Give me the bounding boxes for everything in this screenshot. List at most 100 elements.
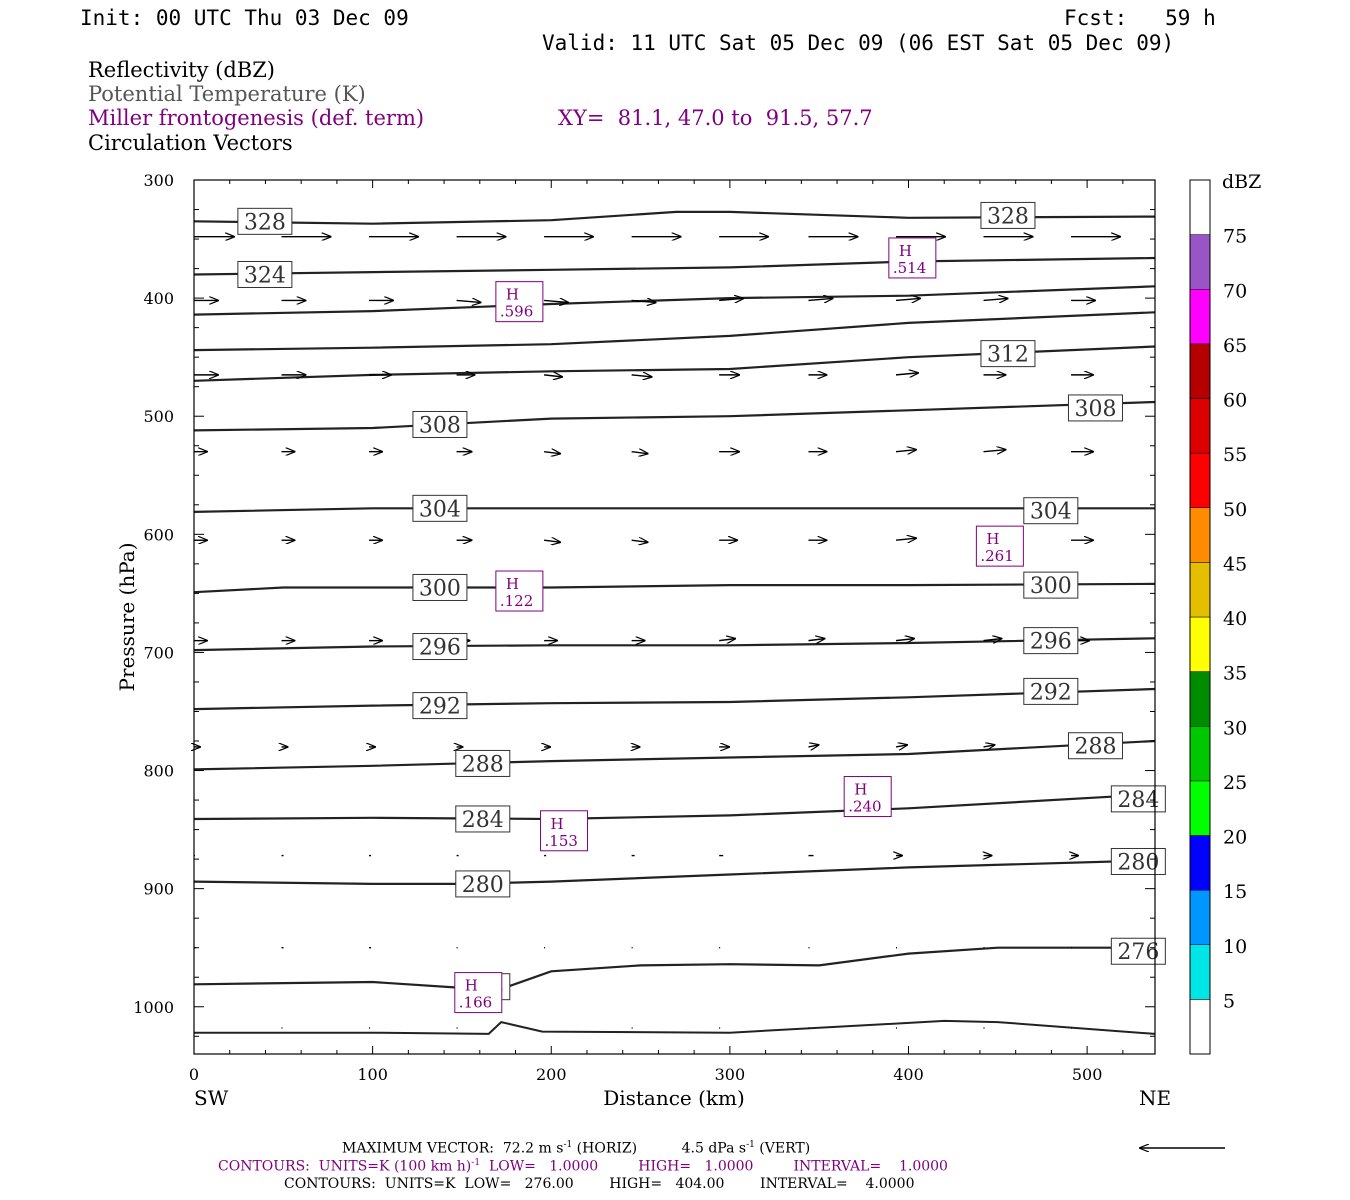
theta-contour-324 xyxy=(193,256,1156,276)
field-frontogenesis: Miller frontogenesis (def. term) xyxy=(88,106,425,130)
contour-label-box xyxy=(455,749,511,777)
contour-label-box xyxy=(455,870,511,898)
theta-contour-312 xyxy=(193,345,1156,382)
frontogenesis-high-box xyxy=(540,810,589,852)
theta-contour-328 xyxy=(193,210,1156,225)
colorbar-bin xyxy=(1189,889,1211,945)
contour-label-box xyxy=(1110,847,1166,875)
colorbar-label: 30 xyxy=(1223,717,1247,739)
contour-label: 304 xyxy=(419,497,461,522)
circulation-vector xyxy=(983,298,1008,300)
frontogenesis-high-value: .596 xyxy=(500,303,533,321)
contour-label-box xyxy=(1023,571,1079,599)
frontogenesis-high-label: H xyxy=(506,575,519,593)
frontogenesis-high-box xyxy=(495,570,544,612)
circulation-vector xyxy=(895,639,914,641)
theta-contour-ground xyxy=(194,1019,1156,1035)
colorbar-bin xyxy=(1189,562,1211,618)
y-tick-label: 600 xyxy=(143,525,174,544)
colorbar-bin xyxy=(1189,999,1211,1055)
y-tick-label: 400 xyxy=(143,289,174,308)
contour-label: 288 xyxy=(1074,735,1116,760)
x-tick-label: 0 xyxy=(189,1065,199,1084)
y-tick-label: 800 xyxy=(143,762,174,781)
contour-label-box xyxy=(412,633,468,661)
y-tick-label: 700 xyxy=(143,643,174,662)
circulation-vector xyxy=(631,300,656,302)
contour-label: 304 xyxy=(1030,500,1072,525)
x-end-label-right: NE xyxy=(1139,1086,1171,1110)
frontogenesis-high-label: H xyxy=(854,781,867,799)
frontogenesis-high-box xyxy=(454,972,503,1014)
circulation-vector xyxy=(544,452,560,454)
colorbar-bin xyxy=(1189,780,1211,836)
circulation-vector xyxy=(808,745,818,747)
contour-label-box xyxy=(1023,677,1079,705)
frontogenesis-high-box xyxy=(888,237,937,279)
contours-frontogenesis-info: CONTOURS: UNITS=K (100 km h)-1 LOW= 1.00… xyxy=(218,1158,948,1175)
colorbar-bin xyxy=(1189,507,1211,563)
contour-label-box xyxy=(1067,732,1123,760)
frontogenesis-high-box xyxy=(495,281,544,323)
circulation-vector xyxy=(808,639,824,641)
frontogenesis-high-label: H xyxy=(506,286,519,304)
colorbar-bin xyxy=(1189,398,1211,454)
circulation-vector xyxy=(895,298,920,300)
colorbar-label: 35 xyxy=(1223,663,1247,685)
field-reflectivity: Reflectivity (dBZ) xyxy=(88,58,276,82)
contour-label: 296 xyxy=(419,636,461,661)
circulation-vector xyxy=(895,745,907,747)
x-tick-label: 400 xyxy=(893,1065,924,1084)
circulation-vector xyxy=(983,450,1006,452)
contour-label-box xyxy=(412,410,468,438)
contour-label: 308 xyxy=(1074,397,1116,422)
colorbar-bin xyxy=(1189,616,1211,672)
theta-contour-284 xyxy=(193,793,1156,821)
frontogenesis-high-label: H xyxy=(899,242,912,260)
colorbar-bin xyxy=(1189,944,1211,1000)
y-tick-label: 900 xyxy=(143,880,174,899)
circulation-vector xyxy=(983,639,1002,641)
theta-contour-280 xyxy=(193,859,1156,886)
frontogenesis-high-box xyxy=(843,776,892,818)
colorbar-bin xyxy=(1189,343,1211,399)
frontogenesis-high-value: .166 xyxy=(459,994,492,1012)
colorbar-label: 15 xyxy=(1223,881,1247,903)
colorbar-bin xyxy=(1189,179,1211,235)
x-tick-label: 100 xyxy=(357,1065,388,1084)
theta-contour-308 xyxy=(193,400,1156,432)
theta-contour-304 xyxy=(193,507,1155,513)
contour-label-box xyxy=(1023,497,1079,525)
x-tick-label: 500 xyxy=(1072,1065,1103,1084)
circulation-vector xyxy=(544,300,568,302)
colorbar-label: 25 xyxy=(1223,772,1247,794)
contour-label-box xyxy=(412,494,468,522)
colorbar-label: 5 xyxy=(1223,990,1235,1012)
contour-label: 308 xyxy=(419,413,461,438)
colorbar-frame xyxy=(1189,179,1211,1055)
contour-label: 280 xyxy=(462,873,504,898)
contour-label: 292 xyxy=(419,695,461,720)
y-tick-label: 1000 xyxy=(133,998,174,1017)
contour-label-box xyxy=(980,340,1036,368)
contour-label-box xyxy=(455,805,511,833)
contour-label: 288 xyxy=(462,752,504,777)
circulation-vector xyxy=(544,375,562,377)
theta-contour-320 xyxy=(193,285,1156,316)
max-vector-info: MAXIMUM VECTOR: 72.2 m s-1 (HORIZ) 4.5 d… xyxy=(342,1140,811,1157)
frontogenesis-high-label: H xyxy=(465,977,478,995)
circulation-vector xyxy=(895,450,916,452)
frontogenesis-high-label: H xyxy=(986,530,999,548)
frontogenesis-high-value: .153 xyxy=(545,832,578,850)
contour-label: 300 xyxy=(419,576,461,601)
colorbar-label: 75 xyxy=(1223,226,1247,248)
circulation-vector xyxy=(631,375,652,377)
contour-label: 280 xyxy=(1117,850,1159,875)
colorbar-label: 60 xyxy=(1223,390,1247,412)
colorbar-bin xyxy=(1189,234,1211,290)
theta-contour-288 xyxy=(193,739,1156,771)
init-time: Init: 00 UTC Thu 03 Dec 09 xyxy=(80,6,409,30)
circulation-vector xyxy=(719,639,735,641)
cross-section-endpoints: XY= 81.1, 47.0 to 91.5, 57.7 xyxy=(558,106,873,130)
